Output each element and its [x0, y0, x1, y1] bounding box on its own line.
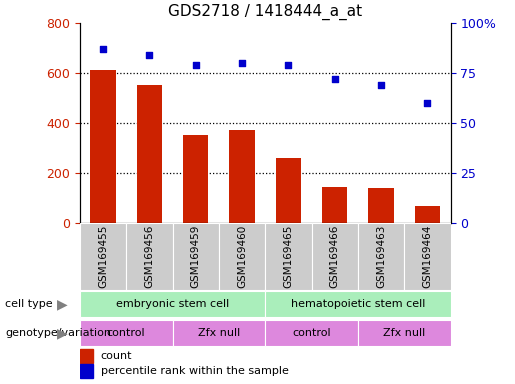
Bar — [276, 158, 301, 223]
Text: ▶: ▶ — [57, 326, 67, 340]
Point — [192, 62, 200, 68]
Bar — [358, 223, 404, 290]
Text: GSM169460: GSM169460 — [237, 225, 247, 288]
Bar — [80, 291, 265, 317]
Text: GSM169459: GSM169459 — [191, 225, 201, 288]
Bar — [90, 71, 116, 223]
Point — [145, 52, 153, 58]
Point — [238, 60, 246, 66]
Bar — [322, 187, 348, 223]
Bar — [80, 349, 93, 363]
Bar — [126, 223, 173, 290]
Bar — [265, 320, 358, 346]
Text: control: control — [107, 328, 146, 338]
Text: embryonic stem cell: embryonic stem cell — [116, 299, 229, 310]
Bar — [173, 223, 219, 290]
Point — [284, 62, 293, 68]
Bar — [368, 188, 394, 223]
Point — [423, 100, 432, 106]
Bar — [404, 223, 451, 290]
Text: count: count — [100, 351, 132, 361]
Text: Zfx null: Zfx null — [198, 328, 240, 338]
Bar — [229, 131, 255, 223]
Bar — [358, 320, 451, 346]
Bar — [265, 223, 312, 290]
Text: GSM169465: GSM169465 — [283, 225, 294, 288]
Text: GSM169463: GSM169463 — [376, 225, 386, 288]
Text: control: control — [293, 328, 331, 338]
Text: GSM169456: GSM169456 — [144, 225, 154, 288]
Text: GSM169466: GSM169466 — [330, 225, 340, 288]
Bar — [80, 364, 93, 378]
Text: genotype/variation: genotype/variation — [5, 328, 111, 338]
Text: cell type: cell type — [5, 299, 53, 310]
Text: Zfx null: Zfx null — [383, 328, 425, 338]
Bar — [80, 223, 126, 290]
Bar — [136, 86, 162, 223]
Bar — [312, 223, 358, 290]
Text: ▶: ▶ — [57, 297, 67, 311]
Point — [377, 82, 385, 88]
Text: GSM169455: GSM169455 — [98, 225, 108, 288]
Point — [331, 76, 339, 82]
Bar — [265, 291, 451, 317]
Bar — [415, 207, 440, 223]
Title: GDS2718 / 1418444_a_at: GDS2718 / 1418444_a_at — [168, 4, 362, 20]
Point — [99, 46, 107, 52]
Bar — [173, 320, 265, 346]
Bar — [219, 223, 265, 290]
Bar — [80, 320, 173, 346]
Bar — [183, 136, 209, 223]
Text: percentile rank within the sample: percentile rank within the sample — [100, 366, 288, 376]
Text: GSM169464: GSM169464 — [422, 225, 433, 288]
Text: hematopoietic stem cell: hematopoietic stem cell — [291, 299, 425, 310]
